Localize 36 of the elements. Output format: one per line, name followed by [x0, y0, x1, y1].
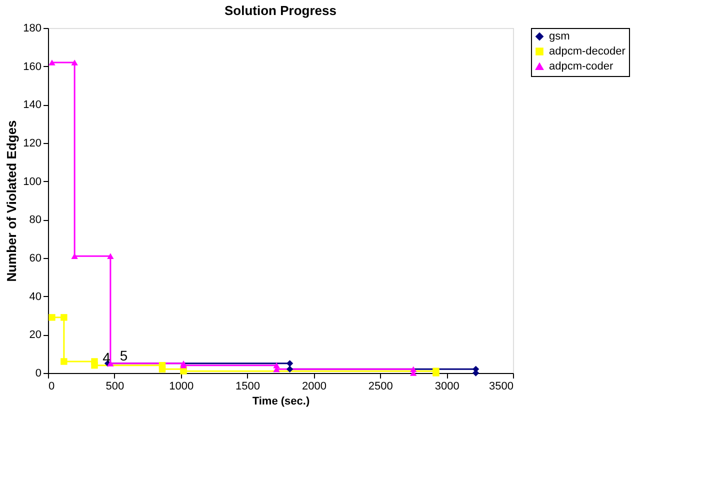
point — [286, 366, 294, 373]
x-tick-label: 2000 — [302, 380, 326, 392]
point — [107, 253, 114, 259]
y-tick-label: 80 — [29, 214, 42, 226]
y-axis-title: Number of Violated Edges — [4, 120, 20, 282]
point — [60, 314, 68, 321]
point — [60, 358, 68, 365]
x-tick-label: 0 — [48, 380, 55, 392]
x-tick-label: 500 — [106, 380, 124, 392]
y-tick-label: 120 — [23, 138, 42, 150]
y-tick-label: 60 — [29, 252, 42, 264]
point — [71, 60, 78, 66]
x-tick-label: 2500 — [368, 380, 393, 392]
x-tick-label: 1000 — [169, 380, 194, 392]
y-tick-label: 20 — [29, 329, 42, 342]
point — [48, 60, 56, 66]
annotation: 5 — [120, 347, 128, 364]
legend-label: gsm — [549, 30, 570, 42]
y-tick-label: 140 — [23, 99, 42, 112]
x-tick-label: 1500 — [236, 380, 260, 392]
point — [286, 360, 294, 367]
y-tick-label: 40 — [29, 290, 42, 303]
legend-label: adpcm-coder — [549, 60, 614, 72]
x-tick-label: 3500 — [489, 380, 514, 392]
y-tick-label: 100 — [23, 176, 42, 188]
x-tick-label: 3000 — [434, 380, 460, 392]
point — [71, 253, 78, 259]
y-tick-label: 180 — [23, 22, 42, 34]
y-tick-label: 160 — [23, 60, 42, 73]
legend-label: adpcm-decoder — [549, 46, 626, 58]
point — [91, 362, 98, 369]
point — [158, 366, 166, 373]
x-axis-title: Time (sec.) — [252, 396, 310, 408]
point — [48, 314, 56, 321]
chart-title: Solution Progress — [224, 3, 336, 18]
y-tick-label: 0 — [35, 368, 42, 380]
